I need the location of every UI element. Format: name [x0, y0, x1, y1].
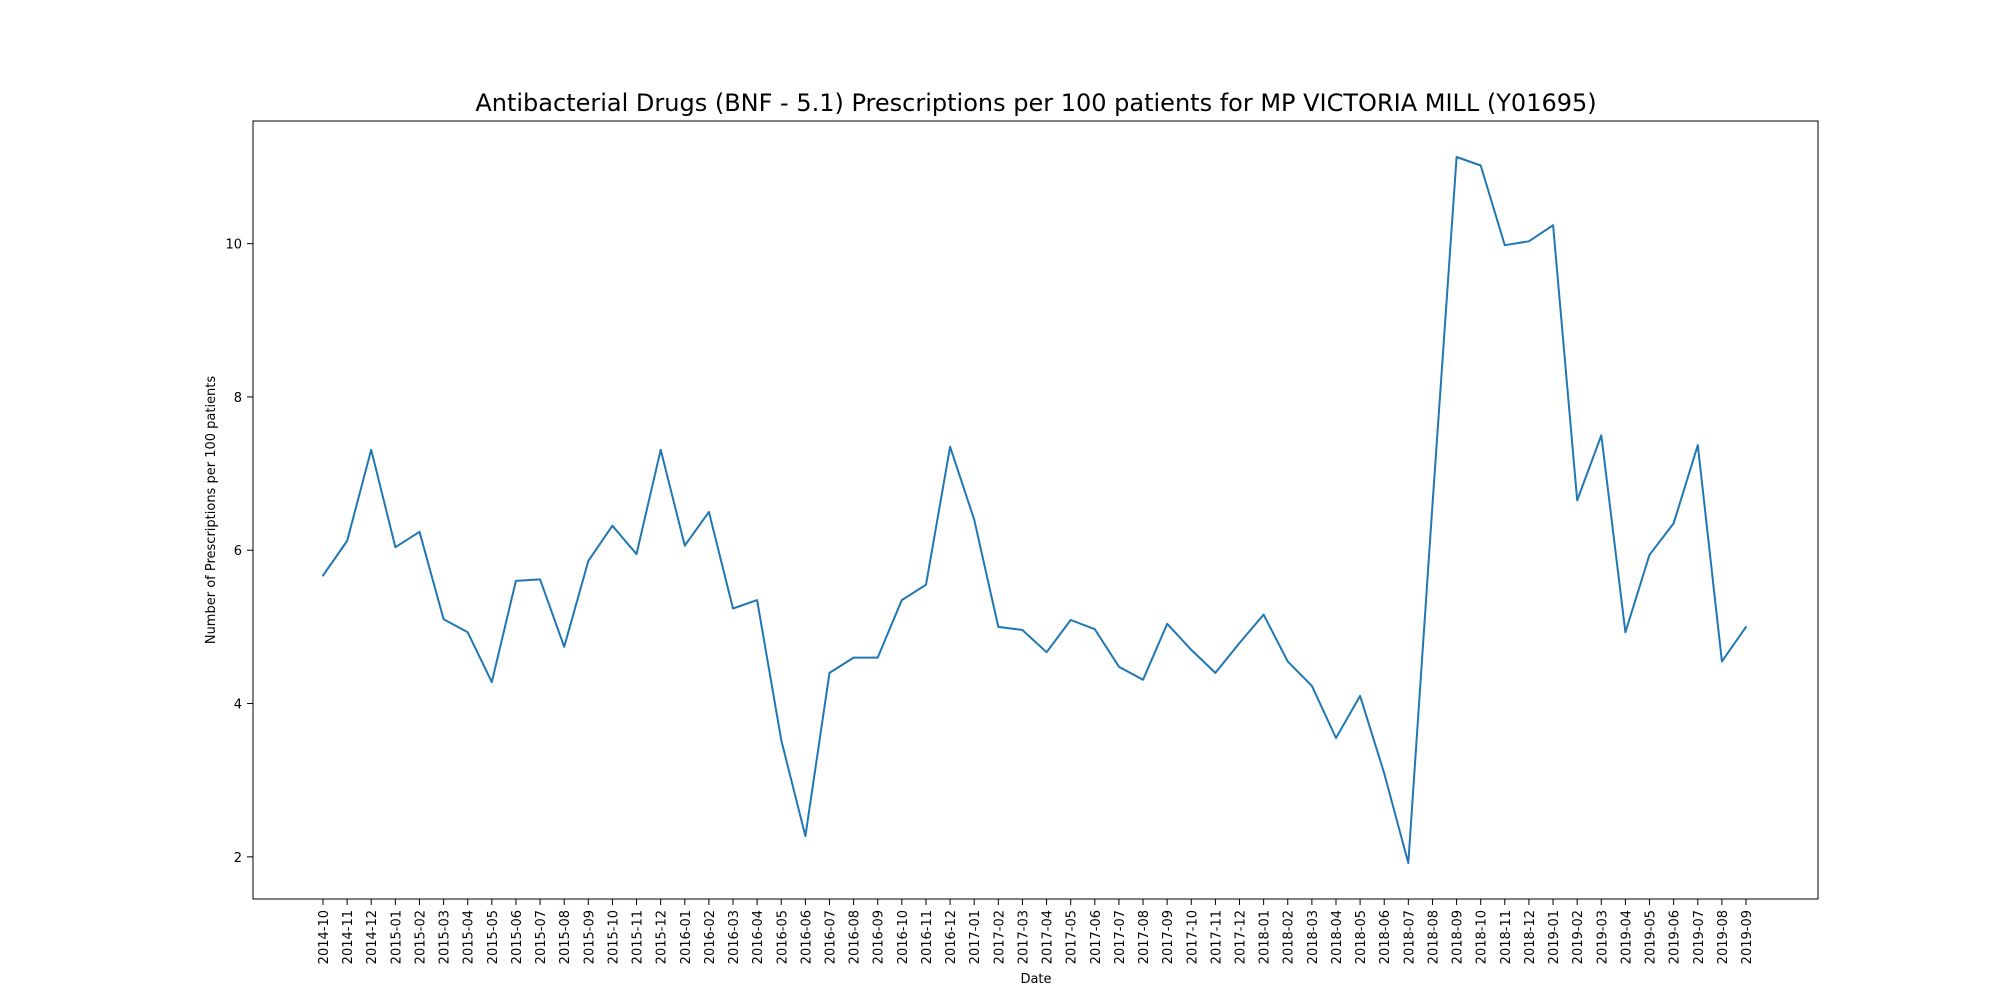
y-tick-label: 10: [225, 238, 242, 253]
x-tick-label: 2016-11: [920, 910, 935, 964]
x-tick-label: 2019-07: [1692, 910, 1707, 964]
x-tick-label: 2015-06: [510, 910, 525, 964]
x-axis-ticks: 2014-10 2014-11 2014-12 2015-01 2015-02 2015-…: [317, 899, 1755, 964]
y-tick-label: 2: [234, 851, 242, 866]
x-tick-label: 2017-04: [1041, 910, 1056, 964]
x-tick-label: 2016-09: [872, 910, 887, 964]
x-tick-label: 2017-10: [1185, 910, 1200, 964]
x-tick-label: 2016-08: [848, 910, 863, 964]
x-tick-label: 2017-01: [968, 910, 983, 964]
x-tick-label: 2015-05: [486, 910, 501, 964]
x-tick-label: 2018-10: [1475, 910, 1490, 964]
chart-title: Antibacterial Drugs (BNF - 5.1) Prescrip…: [475, 89, 1596, 117]
x-tick-label: 2015-04: [462, 910, 477, 964]
x-tick-label: 2018-11: [1499, 910, 1514, 964]
x-tick-label: 2017-08: [1137, 910, 1152, 964]
x-tick-label: 2015-01: [389, 910, 404, 964]
x-tick-label: 2015-09: [582, 910, 597, 964]
y-axis-ticks: 2 4 6 8 10: [225, 238, 253, 866]
x-tick-label: 2015-08: [558, 910, 573, 964]
x-tick-label: 2017-06: [1089, 910, 1104, 964]
plot-area-frame: [252, 120, 1819, 900]
x-tick-label: 2017-12: [1234, 910, 1249, 964]
x-tick-label: 2018-09: [1451, 910, 1466, 964]
x-tick-label: 2016-06: [799, 910, 814, 964]
x-tick-label: 2015-02: [413, 910, 428, 964]
x-tick-label: 2014-10: [317, 910, 332, 964]
y-tick-label: 6: [234, 544, 242, 559]
x-tick-label: 2019-04: [1619, 910, 1634, 964]
x-tick-label: 2017-11: [1209, 910, 1224, 964]
x-tick-label: 2018-05: [1354, 910, 1369, 964]
x-tick-label: 2017-07: [1113, 910, 1128, 964]
x-tick-label: 2014-12: [365, 910, 380, 964]
x-tick-label: 2019-01: [1547, 910, 1562, 964]
series-line: [322, 156, 1747, 864]
x-tick-label: 2018-04: [1330, 910, 1345, 964]
x-tick-label: 2018-02: [1282, 910, 1297, 964]
x-tick-label: 2017-05: [1065, 910, 1080, 964]
x-tick-label: 2014-11: [341, 910, 356, 964]
x-tick-label: 2015-10: [606, 910, 621, 964]
x-tick-label: 2016-02: [703, 910, 718, 964]
x-tick-label: 2016-10: [896, 910, 911, 964]
x-tick-label: 2018-08: [1426, 910, 1441, 964]
x-tick-label: 2015-12: [655, 910, 670, 964]
x-tick-label: 2015-07: [534, 910, 549, 964]
x-tick-label: 2018-06: [1378, 910, 1393, 964]
x-tick-label: 2019-03: [1595, 910, 1610, 964]
x-tick-label: 2018-03: [1306, 910, 1321, 964]
x-tick-label: 2016-04: [751, 910, 766, 964]
x-tick-label: 2015-11: [631, 910, 646, 964]
y-tick-label: 4: [234, 698, 242, 713]
y-axis-label: Number of Prescriptions per 100 patients: [204, 376, 219, 645]
x-tick-label: 2016-07: [823, 910, 838, 964]
x-tick-label: 2019-08: [1716, 910, 1731, 964]
x-axis-label: Date: [1020, 972, 1051, 987]
x-tick-label: 2017-09: [1161, 910, 1176, 964]
y-tick-label: 8: [234, 391, 242, 406]
x-tick-label: 2018-07: [1402, 910, 1417, 964]
x-tick-label: 2019-02: [1571, 910, 1586, 964]
x-tick-label: 2016-01: [679, 910, 694, 964]
x-tick-label: 2018-12: [1523, 910, 1538, 964]
x-tick-label: 2019-09: [1740, 910, 1755, 964]
x-tick-label: 2016-05: [775, 910, 790, 964]
x-tick-label: 2016-03: [727, 910, 742, 964]
x-tick-label: 2019-06: [1668, 910, 1683, 964]
x-tick-label: 2017-02: [992, 910, 1007, 964]
x-tick-label: 2018-01: [1258, 910, 1273, 964]
x-tick-label: 2017-03: [1016, 910, 1031, 964]
x-tick-label: 2019-05: [1644, 910, 1659, 964]
x-tick-label: 2015-03: [438, 910, 453, 964]
x-tick-label: 2016-12: [944, 910, 959, 964]
